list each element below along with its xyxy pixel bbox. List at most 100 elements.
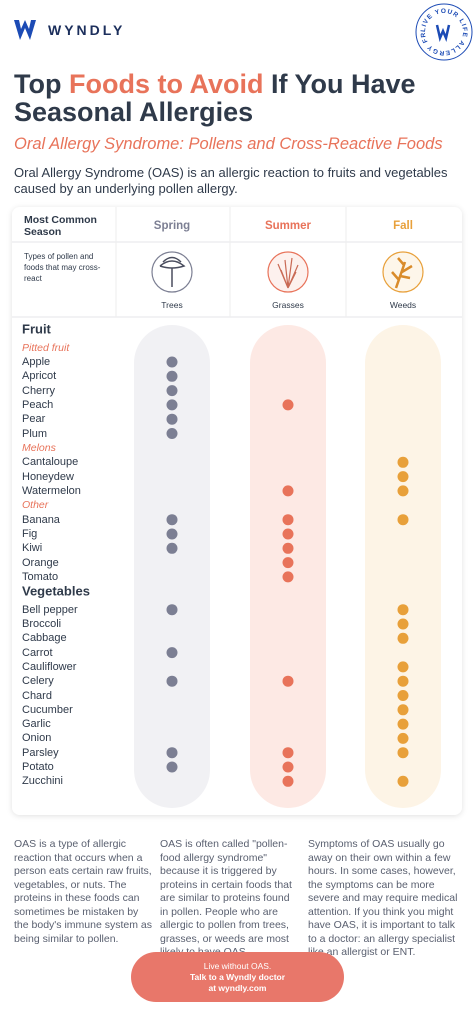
footer-text: OAS is often called "pollen-food allergy…: [160, 838, 292, 958]
weed-shape: [391, 257, 413, 289]
season-dot: [166, 428, 178, 439]
badge-icon: [435, 24, 451, 43]
logo-icon: [14, 20, 36, 40]
season-dot: [282, 557, 294, 569]
season-dot: [282, 761, 294, 773]
cta-line: at wyndly.com: [208, 982, 267, 993]
season-dot: [397, 632, 409, 644]
food-name: Pear: [22, 413, 46, 426]
season-pill: [134, 325, 210, 808]
grass-icon: [267, 251, 309, 293]
food-name: Peach: [22, 398, 54, 411]
footer-text: Symptoms of OAS usually go away on their…: [308, 838, 458, 958]
season-dot: [282, 542, 294, 554]
pollen-name: Trees: [161, 300, 183, 310]
grass-shape: [277, 257, 299, 289]
food-name: Apple: [22, 356, 51, 368]
food-name: Cucumber: [22, 703, 73, 716]
tree-shape: [159, 256, 186, 287]
table-card: [12, 207, 462, 815]
title-part: If You Have Seasonal Allergies: [14, 69, 416, 127]
season-dot: [397, 704, 409, 716]
tree-icon: [151, 251, 193, 293]
season-dot: [397, 471, 409, 483]
season-dot: [282, 747, 294, 759]
season-name: Fall: [393, 220, 413, 232]
season-dot: [397, 485, 409, 497]
season-dot: [166, 542, 178, 554]
intro: Oral Allergy Syndrome (OAS) is an allerg…: [14, 165, 448, 196]
food-name: Potato: [22, 761, 54, 773]
season-dot: [166, 370, 178, 382]
season-dot: [397, 732, 409, 744]
season-name: Summer: [264, 220, 312, 232]
cta-line: Live without OAS.: [203, 960, 272, 971]
group-title: Other: [22, 499, 49, 512]
season-pill: [365, 325, 441, 808]
food-name: Cauliflower: [22, 660, 77, 673]
group-title: Melons: [22, 441, 56, 454]
food-name: Chard: [22, 689, 52, 702]
season-header: Most Common Season: [24, 214, 97, 238]
food-name: Orange: [22, 556, 59, 569]
food-name: Kiwi: [22, 542, 43, 555]
season-dot: [397, 456, 409, 468]
section-title: Fruit: [22, 321, 51, 337]
season-dot: [166, 514, 178, 526]
season-dot: [166, 747, 178, 759]
season-dot: [166, 604, 178, 616]
food-name: Cabbage: [22, 632, 67, 645]
season-dot: [166, 675, 178, 687]
pills: [134, 325, 441, 808]
food-name: Watermelon: [22, 484, 81, 497]
season-dot: [397, 618, 409, 630]
group-title: Pitted fruit: [22, 341, 70, 354]
food-name: Tomato: [22, 570, 59, 583]
footer-text: OAS is a type of allergic reaction that …: [14, 838, 152, 945]
food-name: Plum: [22, 427, 48, 440]
season-dot: [397, 514, 409, 526]
food-name: Celery: [22, 675, 54, 688]
food-name: Apricot: [22, 370, 57, 383]
season-dot: [166, 528, 178, 540]
pollen-header: Types of pollen and foods that may cross…: [24, 252, 101, 283]
season-dot: [397, 747, 409, 759]
pollen-name: Grasses: [272, 300, 304, 310]
season-dot: [397, 718, 409, 730]
season-dot: [282, 528, 294, 540]
logo-text: WYNDLY: [48, 22, 125, 38]
season-dot: [166, 647, 178, 659]
season-dot: [166, 385, 178, 397]
food-name: Banana: [22, 513, 60, 526]
season-dot: [166, 761, 178, 773]
season-dot: [397, 775, 409, 787]
season-dot: [166, 356, 178, 368]
cta-button[interactable]: Live without OAS. Talk to a Wyndly docto…: [131, 952, 344, 1002]
food-name: Zucchini: [22, 775, 63, 788]
season-dot: [282, 485, 294, 497]
food-name: Onion: [22, 732, 52, 745]
season-dot: [282, 675, 294, 687]
season-dot: [397, 604, 409, 616]
season-dot: [397, 690, 409, 701]
food-name: Bell pepper: [22, 603, 78, 616]
food-name: Parsley: [22, 746, 59, 759]
food-name: Cantaloupe: [22, 456, 79, 469]
title: Top Foods to Avoid If You Have Seasonal …: [14, 70, 464, 126]
food-name: Honeydew: [22, 470, 74, 483]
season-dot: [282, 514, 294, 526]
food-name: Cherry: [22, 384, 56, 397]
food-name: Broccoli: [22, 618, 62, 630]
food-name: Fig: [22, 528, 38, 540]
season-dot: [282, 775, 294, 787]
subtitle: Oral Allergy Syndrome: Pollens and Cross…: [14, 135, 443, 153]
title-highlight: Foods to Avoid: [68, 69, 264, 99]
section-title: Vegetables: [22, 583, 90, 599]
food-name: Garlic: [22, 718, 51, 731]
pollen-name: Weeds: [389, 300, 417, 310]
food-name: Carrot: [22, 646, 53, 659]
cta-line: Talk to a Wyndly doctor: [189, 971, 286, 982]
season-dot: [282, 571, 294, 583]
